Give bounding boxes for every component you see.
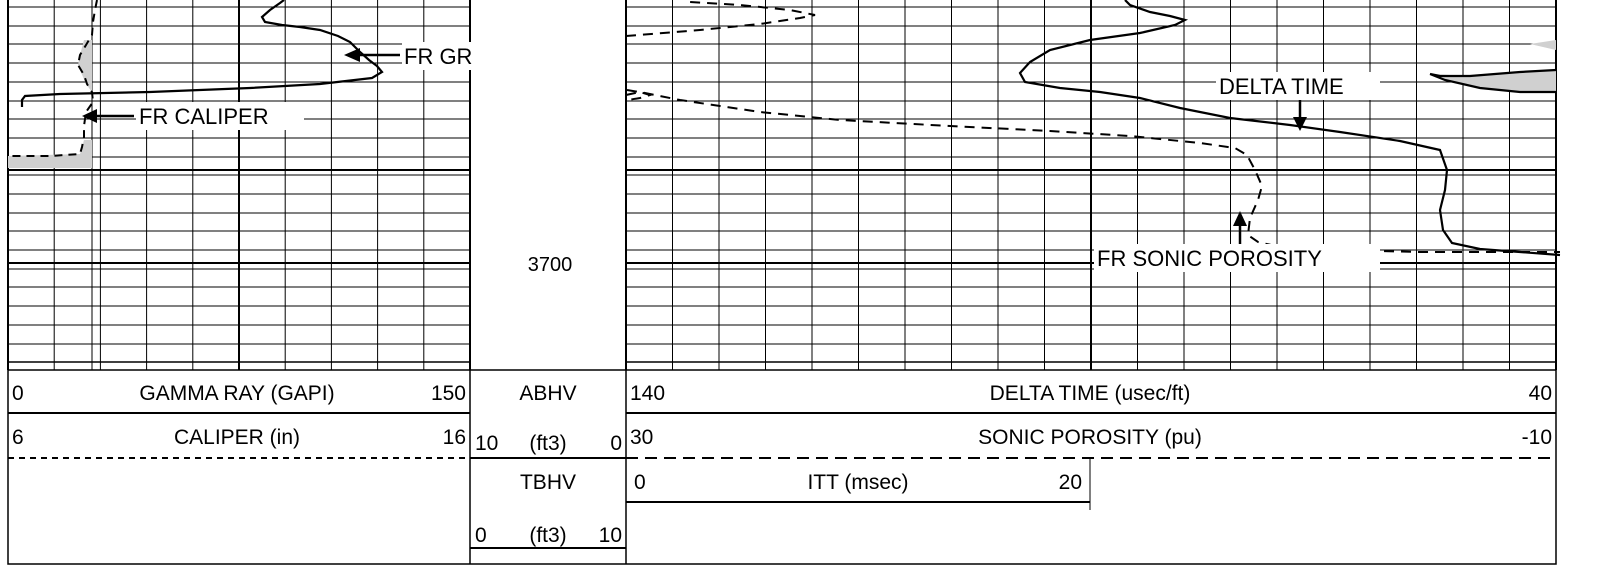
callout-delta-time: DELTA TIME [1216,72,1380,131]
caliper-right-scale: 16 [443,426,466,449]
sp-right-scale: -10 [1522,426,1552,449]
abhv-title: ABHV [519,382,576,405]
depth-label: 3700 [528,254,573,276]
dt-left-scale: 140 [630,382,665,405]
itt-right-scale: 20 [1059,471,1082,494]
gamma-ray-curve [20,0,384,107]
dt-title: DELTA TIME (usec/ft) [990,382,1191,405]
gr-left-scale: 0 [12,382,24,405]
tbhv-right-scale: 10 [599,524,622,547]
abhv-left-scale: 10 [475,432,498,455]
tbhv-unit: (ft3) [529,524,566,547]
caliper-title: CALIPER (in) [174,426,300,449]
tbhv-title: TBHV [520,471,576,494]
gr-title: GAMMA RAY (GAPI) [139,382,334,405]
depth-label-bg [490,246,610,282]
sp-left-scale: 30 [630,426,653,449]
caliper-shading [8,40,1556,168]
abhv-right-scale: 0 [610,432,622,455]
tbhv-left-scale: 0 [475,524,487,547]
log-header: 0 GAMMA RAY (GAPI) 150 6 CALIPER (in) 16… [7,369,1557,565]
callout-fr-sonic-porosity: FR SONIC POROSITY [1094,211,1380,272]
dt-shade-right [1430,70,1556,92]
caliper-curve [8,0,98,157]
dt-right-scale: 40 [1529,382,1552,405]
gr-right-scale: 150 [431,382,466,405]
caliper-left-scale: 6 [12,426,24,449]
grid [7,0,1557,370]
callout-fr-gr-text: FR GR [404,44,472,69]
itt-left-scale: 0 [634,471,646,494]
callout-delta-time-text: DELTA TIME [1219,74,1344,99]
delta-time-curve [1018,0,1561,257]
callout-fr-caliper-text: FR CALIPER [139,104,269,129]
delta-time-upper-right-segment [1429,68,1557,94]
sp-title: SONIC POROSITY (pu) [978,426,1202,449]
dt-shade-top-right [1530,40,1556,50]
abhv-unit: (ft3) [529,432,566,455]
callout-fr-sonic-porosity-text: FR SONIC POROSITY [1097,246,1322,271]
caliper-shade-lower [8,140,92,168]
itt-title: ITT (msec) [807,471,908,494]
callout-fr-gr: FR GR [344,42,494,70]
sonic-porosity-upper-segment [625,1,816,101]
callout-fr-caliper: FR CALIPER [82,102,304,130]
